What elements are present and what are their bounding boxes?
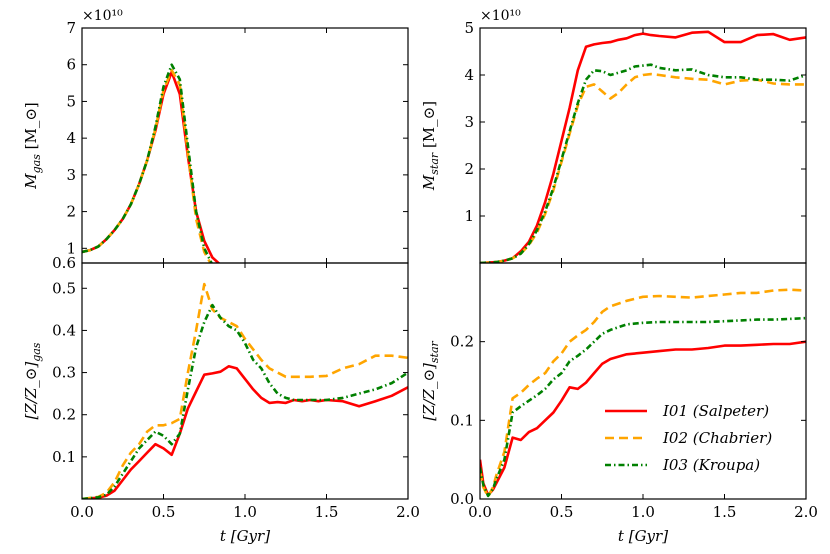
mstar-ytick-label: 5 bbox=[464, 19, 474, 37]
zgas-xtick-label: 0.5 bbox=[152, 503, 176, 521]
mgas-ytick-label: 6 bbox=[66, 56, 76, 74]
zgas-ytick-label: 0.5 bbox=[52, 279, 76, 297]
panel-zgas: 0.0 0.5 1.0 1.5 2.0 0.1 0.2 0.3 0.4 0.5 [Z/Z_⊙]gas… bbox=[22, 262, 420, 545]
legend-label-I02: I02 (Chabrier) bbox=[662, 429, 772, 447]
mgas-ytick-label: 2 bbox=[66, 203, 76, 221]
mstar-multiplier: ×10¹⁰ bbox=[480, 8, 521, 24]
zstar-xtick-label: 1.5 bbox=[713, 503, 737, 521]
mgas-axes-frame bbox=[81, 27, 409, 264]
legend: I01 (Salpeter) I02 (Chabrier) I03 (Kroupa) bbox=[605, 402, 772, 474]
legend-label-I03: I03 (Kroupa) bbox=[662, 456, 760, 474]
mgas-ytick-label: 7 bbox=[66, 19, 76, 37]
mgas-ytick-label: 3 bbox=[66, 166, 76, 184]
mgas-ytick-label: 1 bbox=[66, 239, 76, 257]
mgas-series bbox=[82, 63, 221, 263]
zstar-ytick-label: 0.2 bbox=[450, 333, 474, 351]
mgas-ylabel: Mgas [M_⊙] bbox=[22, 102, 43, 190]
zgas-ytick-label: 0.1 bbox=[52, 448, 76, 466]
mgas-ytick-label: 4 bbox=[66, 129, 76, 147]
zgas-xtick-label: 1.0 bbox=[233, 503, 257, 521]
zgas-ytick-label: 0.3 bbox=[52, 364, 76, 382]
zstar-xtick-label: 2.0 bbox=[794, 503, 818, 521]
zstar-series bbox=[480, 288, 806, 498]
panel-mgas: 1 2 3 4 5 6 7 0.6 ×10¹⁰ Mgas [M_⊙] bbox=[22, 8, 409, 272]
zgas-xtick-label: 1.5 bbox=[315, 503, 339, 521]
zgas-ytick-label: 0.4 bbox=[52, 321, 76, 339]
mstar-ytick-label: 4 bbox=[464, 66, 474, 84]
mgas-line-I03 bbox=[82, 63, 213, 263]
zgas-xlabel: t [Gyr] bbox=[220, 527, 270, 545]
zstar-ytick-label: 0.0 bbox=[450, 490, 474, 508]
panels: 1 2 3 4 5 6 7 0.6 ×10¹⁰ Mgas [M_⊙] 1 2 3 4 5 ×10¹⁰ Mstar… bbox=[22, 8, 818, 545]
zstar-xtick-label: 0.5 bbox=[550, 503, 574, 521]
mgas-ytick-label: 5 bbox=[66, 92, 76, 110]
zgas-series bbox=[82, 282, 408, 499]
mgas-ytick-label-bottom: 0.6 bbox=[52, 254, 76, 272]
zstar-ytick-label: 0.1 bbox=[450, 411, 474, 429]
mgas-line-I01 bbox=[82, 70, 221, 263]
panel-mstar: 1 2 3 4 5 ×10¹⁰ Mstar [M_⊙] bbox=[420, 8, 807, 264]
mgas-line-I02 bbox=[82, 68, 212, 263]
zstar-line-I03 bbox=[480, 316, 806, 498]
zgas-ytick-label: 0.2 bbox=[52, 406, 76, 424]
mstar-line-I03 bbox=[480, 63, 806, 263]
mstar-ytick-label: 1 bbox=[464, 207, 474, 225]
zgas-line-I01 bbox=[82, 365, 408, 499]
mstar-ytick-label: 2 bbox=[464, 160, 474, 178]
zstar-ylabel: [Z/Z_⊙]star bbox=[420, 340, 441, 420]
zgas-xtick-label: 2.0 bbox=[396, 503, 420, 521]
zgas-xtick-label: 0.0 bbox=[70, 503, 94, 521]
mstar-line-I02 bbox=[480, 72, 806, 263]
mgas-multiplier: ×10¹⁰ bbox=[82, 8, 123, 24]
zstar-xtick-label: 0.0 bbox=[468, 503, 492, 521]
legend-label-I01: I01 (Salpeter) bbox=[662, 402, 769, 420]
zstar-line-I01 bbox=[480, 340, 806, 497]
mstar-ylabel: Mstar [M_⊙] bbox=[420, 101, 441, 191]
zgas-ylabel: [Z/Z_⊙]gas bbox=[22, 342, 43, 419]
zstar-xtick-label: 1.0 bbox=[631, 503, 655, 521]
zstar-xlabel: t [Gyr] bbox=[618, 527, 668, 545]
mstar-axes-frame bbox=[479, 27, 807, 264]
zstar-line-I02 bbox=[480, 288, 806, 498]
mstar-series bbox=[480, 30, 806, 263]
zgas-line-I02 bbox=[82, 282, 408, 499]
zgas-line-I03 bbox=[82, 303, 408, 499]
mstar-ytick-label: 3 bbox=[464, 113, 474, 131]
